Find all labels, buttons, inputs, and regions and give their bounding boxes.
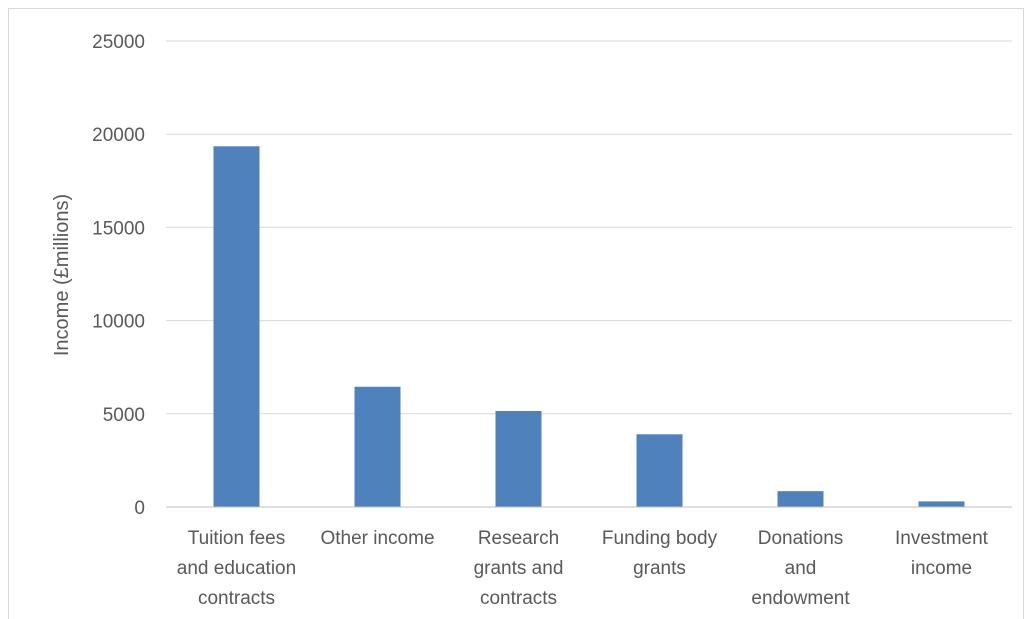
y-axis-title: Income (£millions): [51, 194, 73, 356]
bar: [213, 146, 260, 508]
y-tick-label: 10000: [92, 312, 145, 333]
category-label: Research grants and contracts: [474, 528, 564, 609]
y-tick-label: 5000: [103, 405, 145, 426]
bar: [918, 501, 965, 507]
category-label: Funding body grants: [602, 528, 718, 579]
category-label: Investment income: [895, 528, 989, 579]
category-label: Donations and endowment: [751, 528, 850, 609]
y-axis-tick-labels: 0 5000 10000 15000 20000 25000: [92, 32, 145, 519]
category-label: Tuition fees and education contracts: [177, 528, 296, 609]
y-tick-label: 20000: [92, 125, 145, 146]
gridlines: [166, 40, 1012, 415]
bar: [636, 434, 683, 507]
chart-frame: [8, 8, 1024, 619]
y-tick-label: 15000: [92, 218, 145, 239]
bar: [354, 386, 401, 507]
bar: [495, 411, 542, 507]
y-tick-label: 25000: [92, 32, 145, 53]
bars: [213, 146, 965, 508]
category-labels: Tuition fees and education contracts Other …: [177, 528, 989, 609]
bar: [777, 491, 824, 507]
y-tick-label: 0: [134, 498, 145, 519]
category-label: Other income: [320, 528, 434, 549]
